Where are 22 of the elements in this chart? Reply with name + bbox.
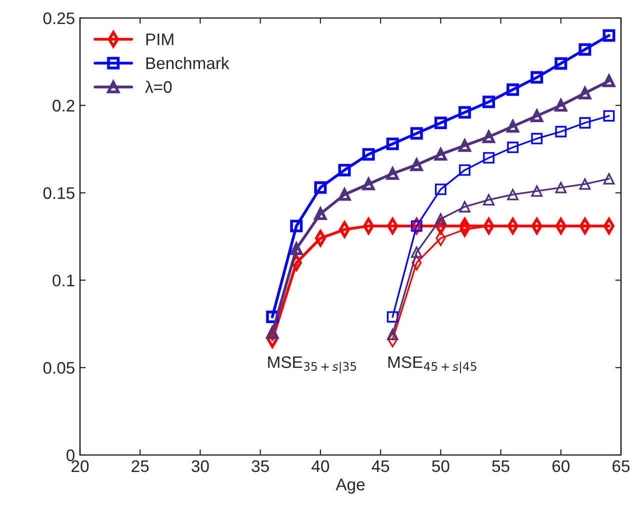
- x-tick-label: 50: [432, 460, 450, 472]
- annotation: MSE$_{45+s|45}$: [388, 356, 476, 374]
- legend-label: Benchmark: [146, 56, 230, 70]
- y-tick-label: 0.2: [52, 100, 74, 112]
- x-tick-label: 60: [552, 460, 570, 472]
- x-tick-label: 65: [612, 460, 630, 472]
- y-tick-label: 0: [66, 449, 74, 462]
- y-tick-label: 0.05: [43, 362, 74, 374]
- x-tick-label: 25: [132, 460, 149, 472]
- x-tick-label: 30: [192, 460, 209, 472]
- legend-label: λ=0: [145, 80, 172, 93]
- annotation: MSE$_{35+s|35}$: [268, 356, 356, 374]
- x-tick-label: 40: [312, 460, 330, 472]
- y-tick-label: 0.15: [43, 187, 74, 200]
- legend-label: PIM: [146, 34, 174, 46]
- x-axis-title: Age: [336, 478, 365, 494]
- y-tick-label: 0.1: [52, 274, 74, 286]
- y-tick-label: 0.25: [43, 12, 74, 24]
- x-tick-label: 45: [372, 460, 390, 472]
- x-tick-label: 35: [252, 460, 269, 472]
- x-tick-label: 55: [492, 460, 510, 472]
- x-tick-label: 20: [72, 460, 89, 472]
